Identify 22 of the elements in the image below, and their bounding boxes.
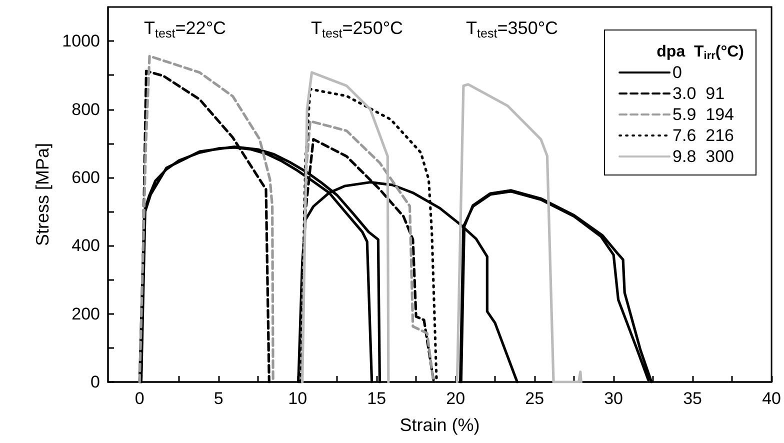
legend-label: 0 [672, 63, 682, 82]
x-tick-label: 0 [134, 389, 144, 408]
x-tick-label: 30 [604, 389, 624, 408]
x-tick-label: 10 [288, 389, 308, 408]
y-tick-label: 0 [90, 372, 100, 392]
y-tick-label: 600 [72, 168, 100, 187]
x-tick-label: 5 [214, 389, 224, 408]
x-tick-label: 35 [683, 389, 702, 408]
legend-label: 9.8 300 [672, 147, 734, 166]
legend-label: 3.0 91 [672, 84, 725, 103]
x-tick-label: 40 [762, 389, 782, 408]
x-axis-title: Strain (%) [400, 415, 480, 435]
y-tick-label: 200 [72, 304, 100, 324]
y-axis-title: Stress [MPa] [32, 142, 52, 246]
y-tick-label: 800 [72, 100, 100, 119]
legend-label: 7.6 216 [672, 126, 734, 145]
x-tick-label: 15 [367, 389, 386, 408]
x-tick-label: 25 [525, 389, 544, 408]
legend-label: 5.9 194 [672, 105, 734, 124]
x-tick-label: 20 [446, 389, 466, 408]
y-tick-label: 400 [72, 236, 100, 256]
y-tick-label: 1000 [62, 32, 100, 51]
